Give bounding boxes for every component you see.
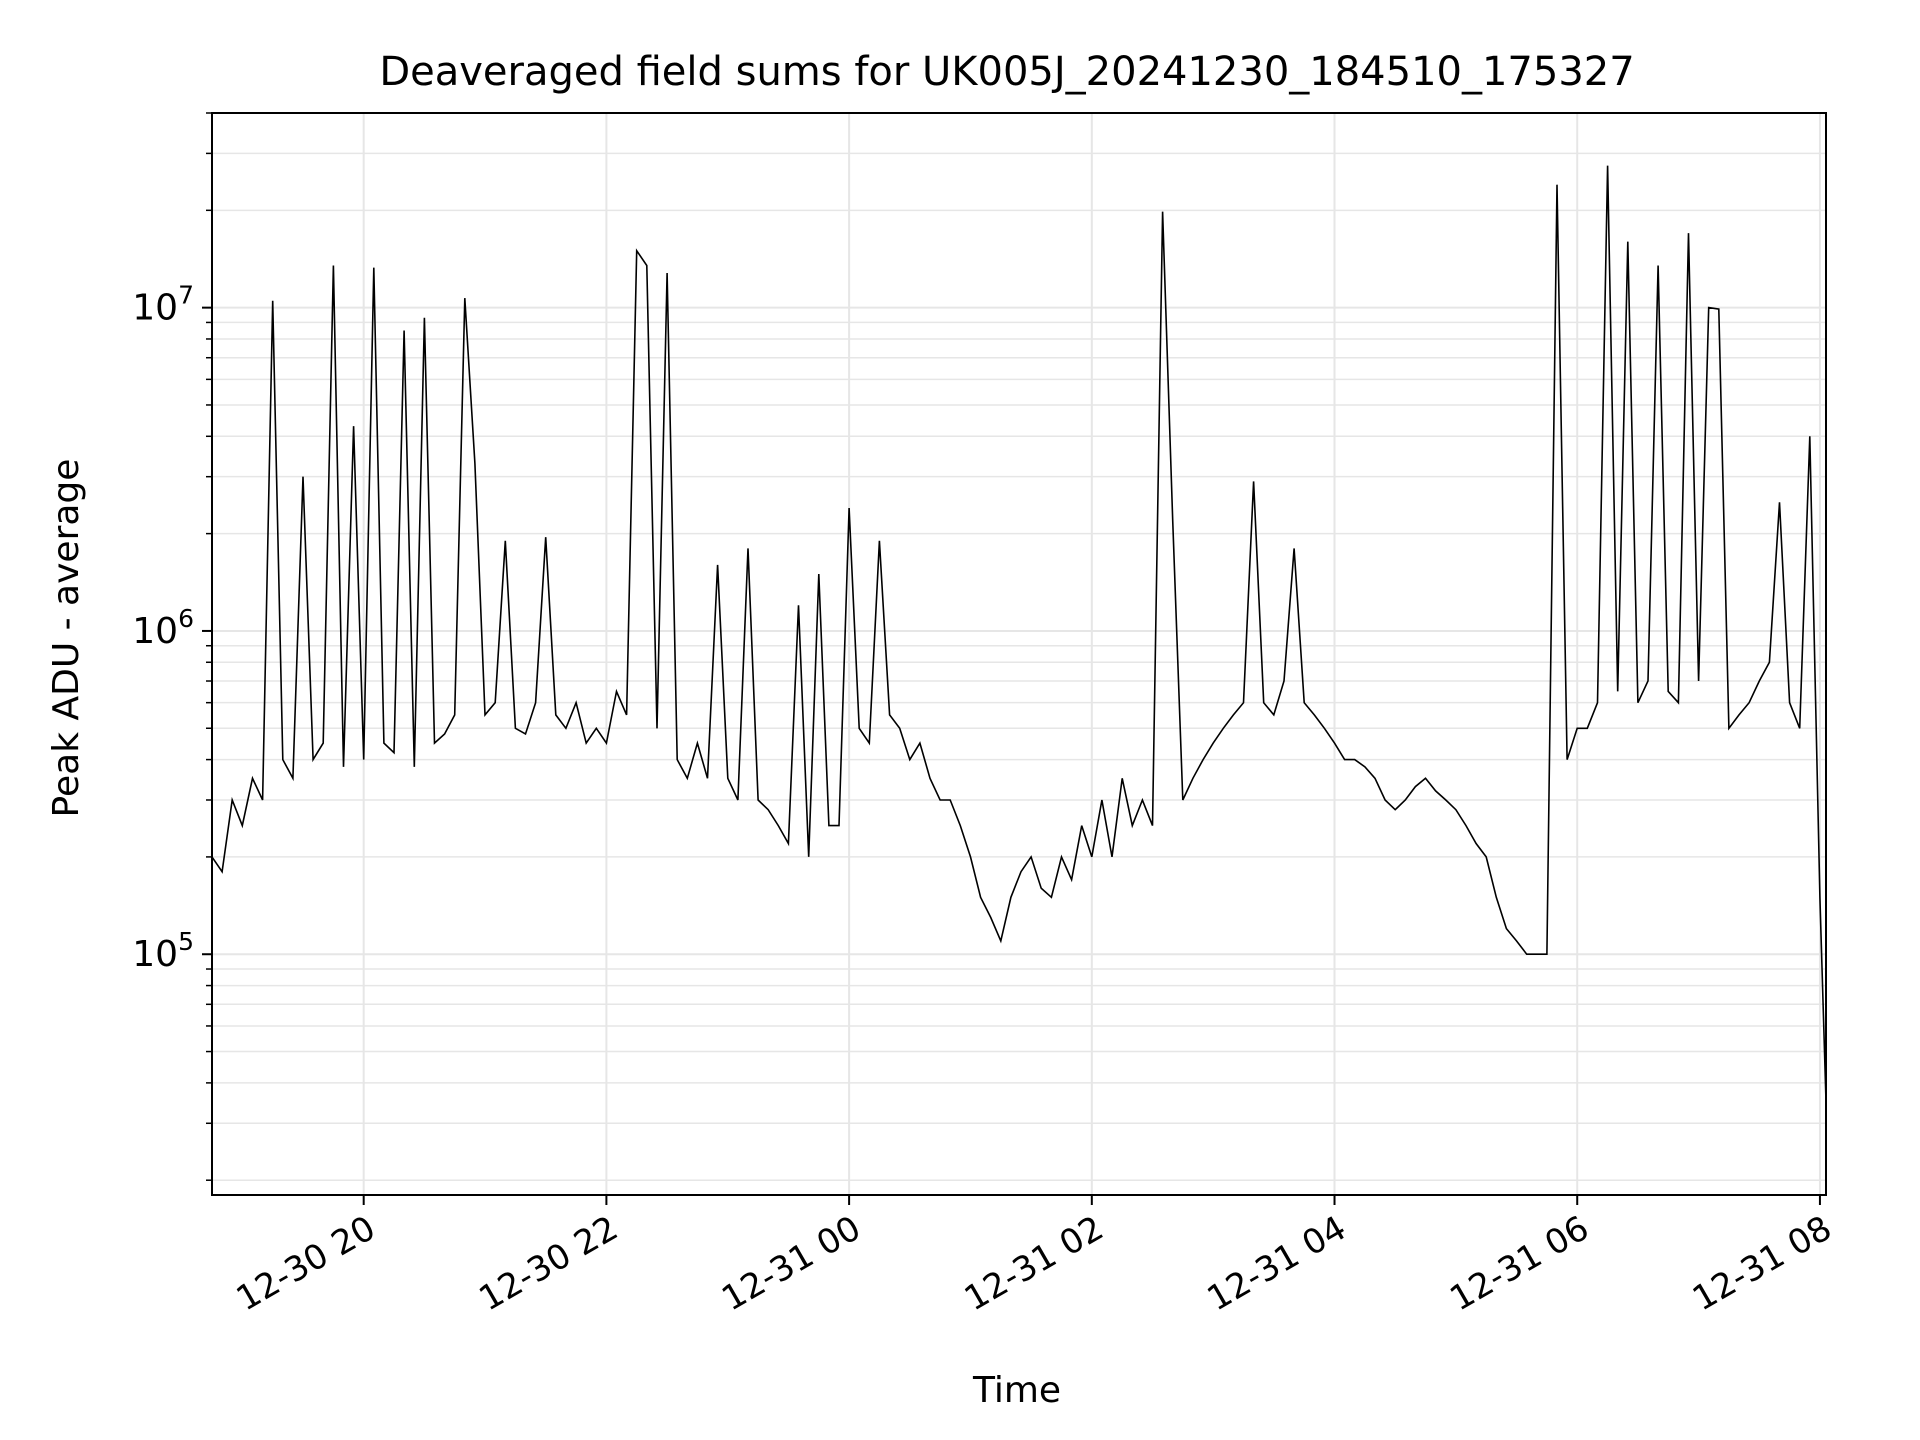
x-axis-label: Time: [972, 1370, 1061, 1411]
y-axis-label: Peak ADU - average: [46, 459, 87, 818]
y-axis: 105 106 107: [132, 112, 212, 1181]
series-group: [211, 165, 1827, 1102]
plot-frame: [211, 112, 1827, 1196]
y-tick-label: 106: [132, 604, 194, 652]
y-tick-label: 105: [132, 927, 194, 975]
series-line: [211, 165, 1827, 1102]
y-tick-label: 107: [132, 281, 194, 329]
grid: [212, 112, 1826, 1195]
chart-title: Deaveraged field sums for UK005J_2024123…: [379, 49, 1634, 95]
